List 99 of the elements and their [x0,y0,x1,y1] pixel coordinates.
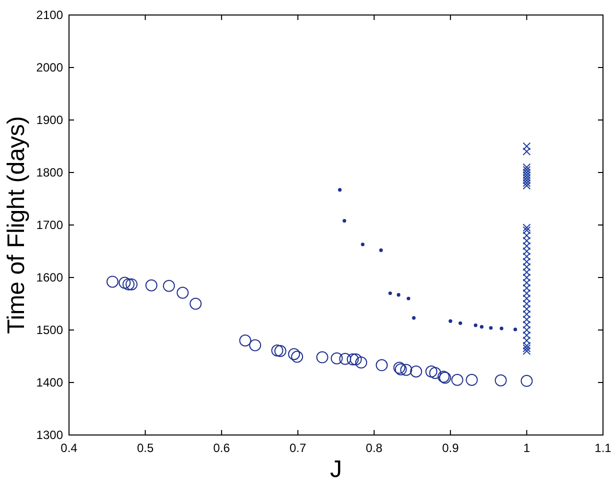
point [126,278,138,290]
point [330,352,343,364]
point [522,252,531,260]
point [480,325,484,329]
point [522,310,531,318]
x-axis-title: J [330,456,342,483]
point [376,359,388,372]
point [406,296,410,300]
point [522,174,531,182]
point [522,176,531,184]
point [522,344,531,352]
point [522,268,531,276]
point [239,334,252,346]
point [522,300,531,308]
point [522,320,531,329]
point [466,374,478,386]
x-tick-label: 0.5 [136,441,154,455]
point [522,326,531,334]
y-tick-label: 1300 [36,428,64,442]
x-tick-label: 1 [523,441,530,455]
point [379,248,383,252]
point [346,353,359,366]
point [522,242,531,250]
point [522,224,531,232]
y-tick-label: 1400 [36,376,64,390]
x-tick-label: 0.7 [290,441,307,455]
point [520,374,533,387]
y-tick-label: 1700 [36,218,64,232]
point [522,179,531,187]
point [316,351,328,364]
point [522,163,531,172]
y-axis-title: Time of Flight (days) [3,116,30,334]
y-tick-label: 1900 [36,113,64,127]
point [474,323,478,328]
point [274,345,286,357]
point [118,276,131,289]
point [429,367,442,380]
point [522,226,531,234]
point [122,278,135,290]
x-tick-label: 1.1 [594,441,612,455]
point [494,374,507,386]
point [176,286,189,299]
point [425,365,438,378]
point [388,291,392,296]
point [522,289,531,298]
point [190,298,202,310]
point [522,171,531,180]
point [522,294,531,302]
y-tick-label: 2000 [36,60,64,74]
point [291,350,304,363]
point [288,348,300,360]
point [400,364,412,376]
point [513,328,518,332]
point [339,352,352,365]
point [350,353,362,366]
point [522,247,531,256]
x-tick-label: 0.6 [213,441,230,455]
point [522,278,531,287]
point [522,284,531,292]
point [522,168,531,176]
x-tick-label: 0.8 [366,441,383,455]
point [448,319,452,323]
x-tick-label: 0.4 [60,441,78,455]
point [396,293,400,297]
point [249,339,262,352]
point [522,336,531,344]
point [412,316,416,320]
point [145,279,158,292]
point [522,347,531,355]
point [162,280,175,292]
point [451,374,464,386]
point [355,356,368,369]
point [338,188,342,192]
point [410,365,422,378]
point [522,236,531,245]
point [458,321,462,325]
y-tick-label: 2100 [36,8,64,22]
point [522,166,531,174]
point [360,242,364,246]
point [522,182,531,190]
point [522,342,531,350]
point [271,344,284,356]
point [522,263,531,271]
point [342,219,346,223]
point [522,331,531,340]
point [106,276,118,288]
point [522,305,531,313]
x-tick-label: 0.9 [442,441,460,455]
point [500,326,504,330]
point [489,326,493,330]
point [522,274,531,282]
point [522,142,531,150]
point [522,258,531,266]
point [522,148,531,156]
point [522,316,531,324]
y-tick-label: 1600 [36,270,64,284]
y-tick-label: 1500 [36,323,64,337]
y-tick-label: 1800 [36,166,64,180]
point [522,232,531,240]
